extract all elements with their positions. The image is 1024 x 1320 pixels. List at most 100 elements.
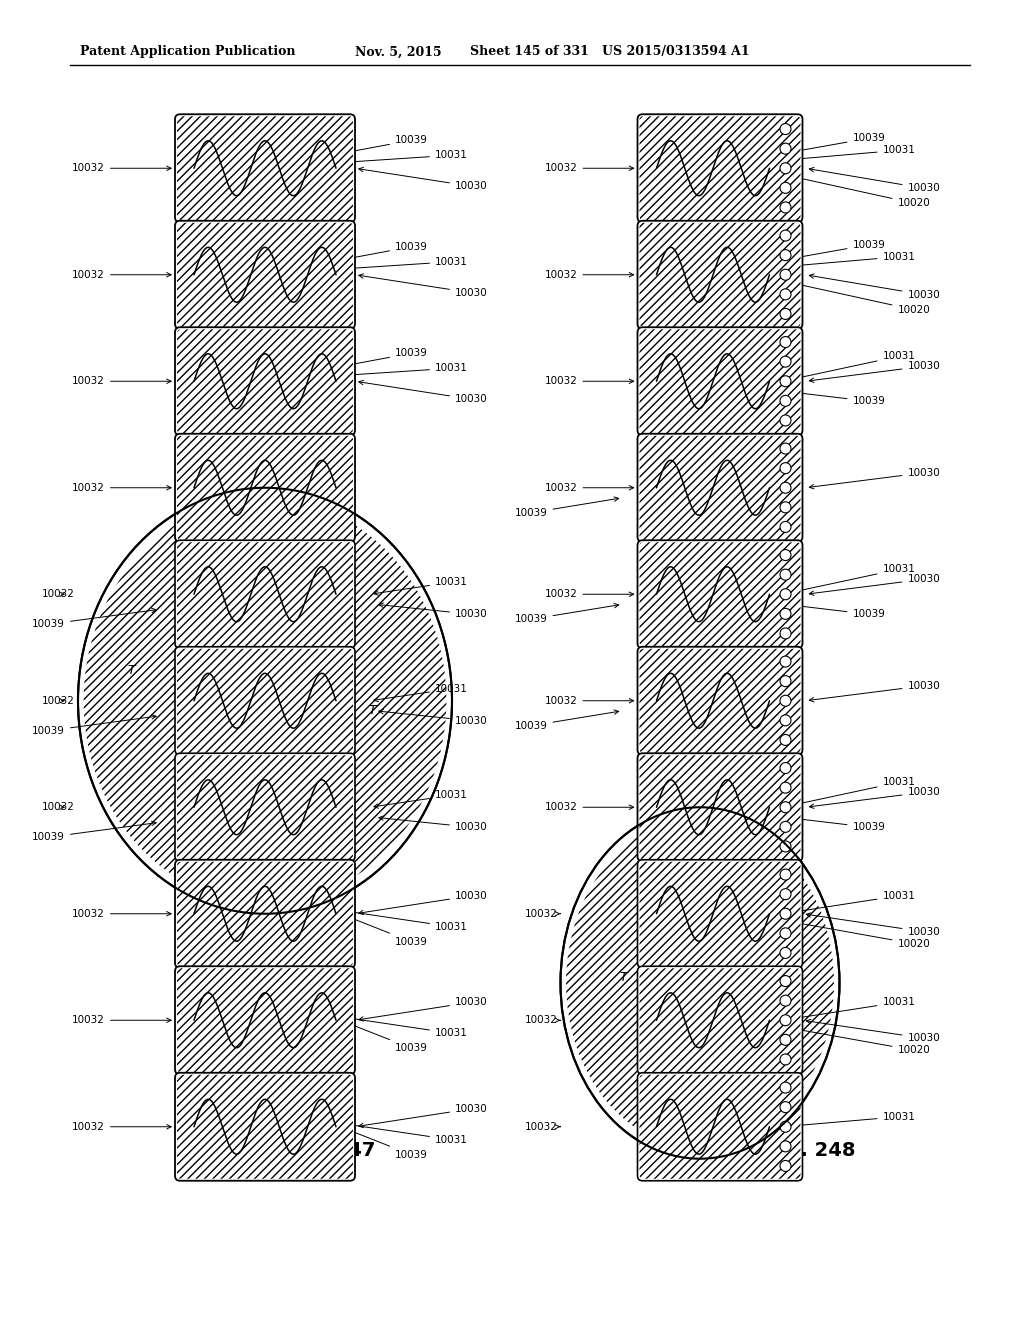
Text: 10039: 10039 — [771, 240, 886, 264]
Text: 10031: 10031 — [334, 150, 468, 165]
Circle shape — [780, 1102, 791, 1113]
Text: 10032: 10032 — [524, 908, 560, 919]
Circle shape — [780, 715, 791, 726]
Text: 10032: 10032 — [545, 376, 634, 387]
Circle shape — [780, 549, 791, 561]
Circle shape — [780, 249, 791, 260]
Text: 10039: 10039 — [32, 609, 157, 630]
Text: Nov. 5, 2015: Nov. 5, 2015 — [355, 45, 441, 58]
Circle shape — [780, 609, 791, 619]
Text: 10032: 10032 — [72, 1015, 171, 1026]
Text: 10032: 10032 — [545, 164, 634, 173]
Text: 10030: 10030 — [358, 380, 487, 404]
Circle shape — [780, 289, 791, 300]
Text: 10032: 10032 — [42, 696, 75, 706]
Circle shape — [780, 783, 791, 793]
Circle shape — [780, 975, 791, 986]
Circle shape — [780, 908, 791, 919]
Text: 10039: 10039 — [318, 904, 428, 946]
Circle shape — [780, 928, 791, 939]
Text: 10020: 10020 — [795, 282, 930, 314]
FancyBboxPatch shape — [175, 115, 355, 222]
Text: 10039: 10039 — [318, 1118, 428, 1160]
Text: 10039: 10039 — [318, 348, 428, 372]
FancyBboxPatch shape — [638, 327, 803, 436]
Circle shape — [780, 462, 791, 474]
Circle shape — [780, 521, 791, 532]
FancyBboxPatch shape — [175, 220, 355, 329]
Text: 10032: 10032 — [42, 589, 75, 599]
Text: 10031: 10031 — [786, 252, 915, 268]
Text: 10039: 10039 — [515, 710, 618, 731]
Text: FIG. 248: FIG. 248 — [764, 1140, 856, 1159]
Text: 10031: 10031 — [786, 564, 915, 595]
FancyBboxPatch shape — [638, 966, 803, 1074]
Text: 10030: 10030 — [809, 275, 940, 300]
Text: 10030: 10030 — [809, 467, 940, 488]
FancyBboxPatch shape — [638, 1073, 803, 1180]
Circle shape — [780, 696, 791, 706]
Circle shape — [780, 356, 791, 367]
Text: 10020: 10020 — [795, 1027, 930, 1055]
Text: 10020: 10020 — [795, 176, 930, 209]
FancyBboxPatch shape — [638, 859, 803, 968]
Circle shape — [780, 162, 791, 174]
Text: 10030: 10030 — [379, 816, 487, 832]
Text: 10039: 10039 — [318, 1011, 428, 1053]
Circle shape — [780, 869, 791, 880]
Circle shape — [780, 656, 791, 667]
Circle shape — [780, 1140, 791, 1152]
Text: 10039: 10039 — [318, 135, 428, 158]
Text: 10030: 10030 — [379, 603, 487, 619]
FancyBboxPatch shape — [638, 540, 803, 648]
Circle shape — [780, 995, 791, 1006]
Text: 10020: 10020 — [795, 921, 930, 949]
Ellipse shape — [560, 808, 840, 1159]
Text: 10039: 10039 — [318, 242, 428, 265]
Text: 10031: 10031 — [786, 1111, 915, 1129]
Text: 10030: 10030 — [358, 1104, 487, 1127]
Text: 10031: 10031 — [786, 777, 915, 808]
Text: 10030: 10030 — [806, 912, 940, 937]
FancyBboxPatch shape — [175, 647, 355, 755]
Text: 10032: 10032 — [524, 1015, 560, 1026]
Circle shape — [780, 1015, 791, 1026]
Circle shape — [780, 628, 791, 639]
FancyBboxPatch shape — [175, 327, 355, 436]
Text: 10032: 10032 — [545, 589, 634, 599]
Text: 10030: 10030 — [809, 362, 940, 383]
Text: 10039: 10039 — [32, 821, 157, 842]
Text: 10032: 10032 — [72, 164, 171, 173]
Text: 10031: 10031 — [786, 145, 915, 162]
Text: 10039: 10039 — [771, 601, 886, 619]
Circle shape — [780, 337, 791, 347]
Text: 10032: 10032 — [545, 269, 634, 280]
Text: Sheet 145 of 331   US 2015/0313594 A1: Sheet 145 of 331 US 2015/0313594 A1 — [470, 45, 750, 58]
FancyBboxPatch shape — [175, 859, 355, 968]
FancyBboxPatch shape — [638, 220, 803, 329]
Circle shape — [780, 124, 791, 135]
Text: Patent Application Publication: Patent Application Publication — [80, 45, 296, 58]
Circle shape — [780, 1035, 791, 1045]
Text: 10031: 10031 — [334, 257, 468, 272]
Circle shape — [780, 734, 791, 746]
FancyBboxPatch shape — [175, 540, 355, 648]
Text: 10030: 10030 — [809, 787, 940, 808]
Circle shape — [780, 888, 791, 900]
FancyBboxPatch shape — [175, 1073, 355, 1180]
Text: 10032: 10032 — [72, 269, 171, 280]
Text: 10031: 10031 — [374, 684, 468, 702]
Text: 10030: 10030 — [809, 168, 940, 193]
Text: 10030: 10030 — [809, 681, 940, 702]
Text: 10031: 10031 — [334, 1014, 468, 1039]
Text: 10032: 10032 — [545, 803, 634, 812]
Text: 10039: 10039 — [32, 714, 157, 735]
Circle shape — [780, 502, 791, 513]
Circle shape — [780, 309, 791, 319]
Text: 10030: 10030 — [358, 891, 487, 915]
Text: 10030: 10030 — [358, 273, 487, 298]
Text: 10031: 10031 — [374, 791, 468, 808]
Circle shape — [780, 396, 791, 407]
FancyBboxPatch shape — [638, 647, 803, 755]
Text: 10030: 10030 — [379, 709, 487, 726]
